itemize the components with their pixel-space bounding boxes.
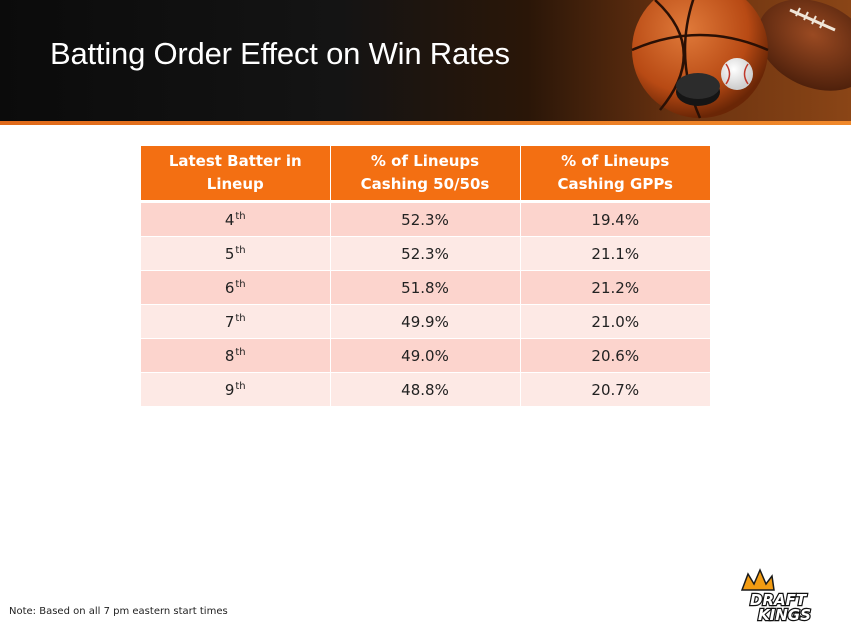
table-row: 8th 49.0% 20.6% [141, 338, 710, 373]
cashing-gpp-cell: 21.0% [520, 304, 710, 339]
page-title: Batting Order Effect on Win Rates [50, 36, 510, 71]
cashing-gpp-cell: 20.6% [520, 338, 710, 373]
header-banner: Batting Order Effect on Win Rates [0, 0, 851, 121]
draftkings-logo: DRAFT KINGS [740, 568, 812, 625]
batter-position-cell: 9th [141, 372, 331, 407]
batter-position-cell: 6th [141, 270, 331, 305]
cashing-5050-cell: 52.3% [330, 201, 521, 237]
cashing-gpp-cell: 21.1% [520, 236, 710, 271]
banner-divider [0, 121, 851, 125]
cashing-5050-cell: 52.3% [330, 236, 521, 271]
cashing-5050-cell: 51.8% [330, 270, 521, 305]
table-row: 9th 48.8% 20.7% [141, 372, 710, 407]
header-cashing-gpp: % of Lineups Cashing GPPs [520, 146, 710, 203]
header-latest-batter: Latest Batter in Lineup [141, 146, 331, 203]
footnote: Note: Based on all 7 pm eastern start ti… [9, 606, 228, 617]
football-icon [757, 0, 851, 91]
table-row: 6th 51.8% 21.2% [141, 270, 710, 305]
cashing-gpp-cell: 19.4% [520, 201, 710, 237]
batter-position-cell: 7th [141, 304, 331, 339]
table-row: 5th 52.3% 21.1% [141, 236, 710, 271]
crown-icon [740, 568, 775, 591]
svg-text:DRAFT: DRAFT [750, 591, 808, 609]
cashing-gpp-cell: 20.7% [520, 372, 710, 407]
header-cashing-5050: % of Lineups Cashing 50/50s [330, 146, 521, 203]
batter-position-cell: 5th [141, 236, 331, 271]
table-header-row: Latest Batter in Lineup % of Lineups Cas… [141, 146, 710, 203]
svg-text:KINGS: KINGS [758, 606, 811, 624]
batting-order-table: Latest Batter in Lineup % of Lineups Cas… [141, 146, 710, 407]
cashing-5050-cell: 49.0% [330, 338, 521, 373]
sports-balls-image [631, 0, 851, 119]
hockey-puck-icon [676, 73, 720, 106]
cashing-5050-cell: 49.9% [330, 304, 521, 339]
batter-position-cell: 4th [141, 201, 331, 237]
cashing-gpp-cell: 21.2% [520, 270, 710, 305]
table-row: 4th 52.3% 19.4% [141, 201, 710, 237]
batter-position-cell: 8th [141, 338, 331, 373]
cashing-5050-cell: 48.8% [330, 372, 521, 407]
table-row: 7th 49.9% 21.0% [141, 304, 710, 339]
baseball-icon [721, 58, 753, 90]
